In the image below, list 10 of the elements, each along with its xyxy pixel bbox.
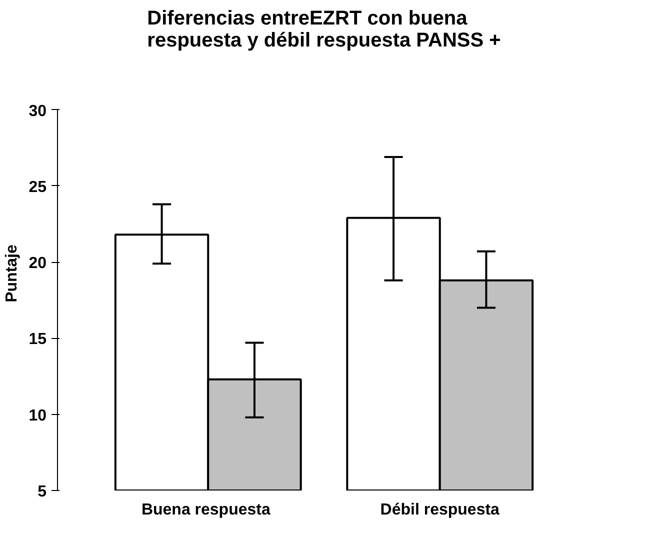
y-axis-title: Puntaje	[4, 244, 21, 302]
x-tick-label: Débil respuesta	[380, 502, 500, 518]
y-tick-label: 10	[28, 407, 47, 424]
y-tick-label: 15	[28, 331, 47, 348]
chart-title: Diferencias entreEZRT con buena respuesta y débil respuesta PANSS +	[147, 8, 501, 52]
y-tick-label: 5	[38, 484, 47, 500]
y-tick-label: 25	[28, 178, 47, 196]
x-tick-label: Buena respuesta	[141, 502, 270, 518]
y-tick-label: 20	[28, 255, 47, 272]
y-tick-label: 30	[28, 102, 47, 120]
